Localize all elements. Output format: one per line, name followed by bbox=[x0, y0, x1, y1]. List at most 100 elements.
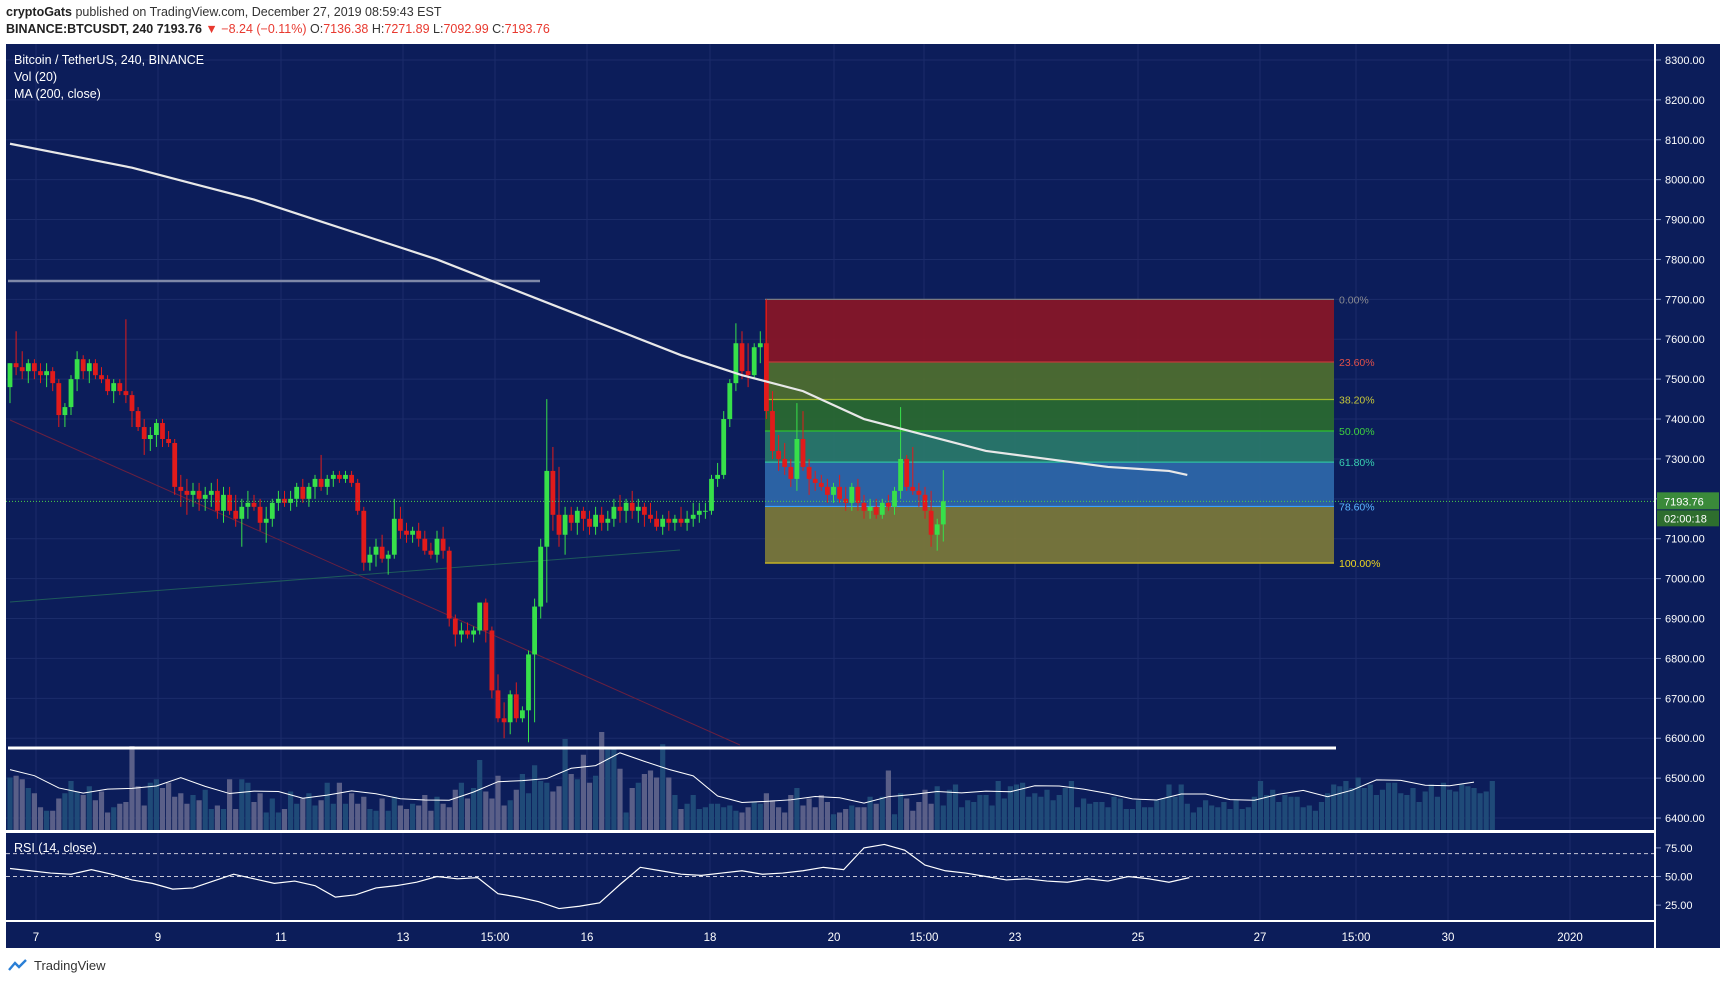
volume-bar bbox=[184, 803, 190, 830]
candle-body bbox=[123, 391, 129, 396]
volume-bar bbox=[446, 807, 452, 830]
volume-bar bbox=[824, 802, 830, 830]
volume-bar bbox=[721, 807, 727, 830]
volume-bar bbox=[568, 774, 574, 830]
low-value: 7092.99 bbox=[443, 22, 489, 36]
volume-bar bbox=[1367, 784, 1373, 830]
volume-bar bbox=[233, 809, 239, 830]
time-tick-label: 23 bbox=[1009, 932, 1022, 944]
time-tick-label: 13 bbox=[397, 932, 410, 944]
volume-bar bbox=[1477, 793, 1483, 830]
volume-bar bbox=[580, 754, 586, 830]
low-label: L: bbox=[433, 22, 444, 36]
ma-legend[interactable]: MA (200, close) bbox=[14, 87, 101, 101]
price-tick-label: 7700.00 bbox=[1665, 294, 1705, 306]
volume-bar bbox=[1160, 798, 1166, 830]
volume-bar bbox=[1233, 800, 1239, 830]
author-name[interactable]: cryptoGats bbox=[6, 5, 72, 19]
time-tick-label: 15:00 bbox=[910, 932, 939, 944]
open-label: O: bbox=[310, 22, 324, 36]
candle-body bbox=[318, 478, 324, 487]
candle-body bbox=[373, 546, 379, 555]
volume-bar bbox=[861, 807, 867, 830]
volume-bar bbox=[696, 809, 702, 830]
time-tick-label: 25 bbox=[1132, 932, 1145, 944]
volume-bar bbox=[367, 809, 373, 830]
candle-body bbox=[288, 498, 293, 503]
fib-level-label: 100.00% bbox=[1339, 558, 1380, 570]
volume-bar bbox=[1166, 784, 1172, 830]
volume-bar bbox=[1318, 802, 1325, 830]
price-tick-label: 7500.00 bbox=[1665, 374, 1705, 386]
volume-bar bbox=[123, 802, 129, 830]
price-tick-label: 7900.00 bbox=[1665, 215, 1705, 227]
rsi-legend[interactable]: RSI (14, close) bbox=[14, 841, 97, 855]
volume-bar bbox=[74, 791, 80, 830]
volume-bar bbox=[1434, 796, 1440, 830]
candle-body bbox=[440, 538, 446, 551]
candle-body bbox=[385, 554, 391, 559]
volume-bar bbox=[1062, 788, 1068, 830]
fib-zone bbox=[765, 431, 1334, 463]
volume-bar bbox=[1465, 786, 1471, 830]
volume-bar bbox=[31, 793, 37, 830]
volume-bar bbox=[739, 812, 745, 830]
volume-bar bbox=[1239, 809, 1245, 830]
change-value: −8.24 (−0.11%) bbox=[221, 22, 307, 36]
candle-body bbox=[745, 371, 751, 376]
volume-bar bbox=[1447, 789, 1453, 830]
volume-bar bbox=[1404, 795, 1410, 830]
volume-bar bbox=[13, 775, 19, 830]
volume-bar bbox=[239, 779, 245, 830]
volume-bar bbox=[617, 768, 623, 830]
candle-body bbox=[672, 518, 678, 523]
volume-bar bbox=[434, 796, 440, 830]
volume-bar bbox=[1227, 809, 1233, 830]
fib-level-label: 78.60% bbox=[1339, 501, 1375, 513]
volume-bar bbox=[391, 796, 397, 830]
volume-bar bbox=[1087, 803, 1093, 830]
price-tick-label: 8300.00 bbox=[1665, 55, 1705, 67]
candle-body bbox=[38, 371, 43, 376]
volume-bar bbox=[898, 793, 904, 830]
volume-bar bbox=[745, 807, 751, 830]
volume-bar bbox=[1148, 807, 1154, 830]
candle-body bbox=[532, 606, 537, 655]
volume-bar bbox=[1355, 777, 1361, 830]
drawings bbox=[8, 279, 1336, 750]
price-tick-label: 6400.00 bbox=[1665, 813, 1705, 825]
volume-bar bbox=[971, 802, 977, 830]
candle-body bbox=[684, 518, 690, 523]
volume-bar bbox=[318, 800, 324, 830]
volume-bar bbox=[37, 807, 44, 830]
volume-bar bbox=[1349, 788, 1355, 830]
candle-body bbox=[276, 498, 281, 503]
volume-bar bbox=[544, 782, 550, 830]
price-axis: 8300.00 8200.00 8100.00 8000.00 7900.00 7800.… bbox=[1656, 55, 1719, 912]
volume-bar bbox=[1489, 781, 1495, 830]
volume-bar bbox=[294, 803, 300, 830]
volume-bar bbox=[336, 782, 342, 830]
candle-body bbox=[696, 510, 702, 515]
volume-bar bbox=[812, 807, 818, 830]
candle-body bbox=[556, 514, 562, 535]
candle-body bbox=[300, 486, 306, 499]
fib-retracement: 0.00% 23.60% 38.20% 50.00% 61.80% 78.60% 100.0… bbox=[765, 294, 1380, 570]
candle-body bbox=[56, 383, 62, 416]
volume-bar bbox=[641, 774, 647, 830]
volume-bar bbox=[690, 795, 696, 830]
candle-body bbox=[428, 550, 434, 555]
volume-bar bbox=[1294, 796, 1300, 830]
volume-bar bbox=[1129, 809, 1135, 830]
volume-bar bbox=[410, 803, 416, 830]
vol-legend[interactable]: Vol (20) bbox=[14, 70, 57, 84]
volume-bar bbox=[1209, 805, 1215, 830]
volume-bar bbox=[513, 789, 519, 830]
brand-label[interactable]: TradingView bbox=[34, 958, 106, 973]
candle-body bbox=[562, 514, 568, 535]
candle-body bbox=[776, 450, 781, 459]
candle-body bbox=[117, 383, 123, 392]
volume-bar bbox=[147, 782, 153, 830]
volume-bar bbox=[220, 809, 227, 830]
